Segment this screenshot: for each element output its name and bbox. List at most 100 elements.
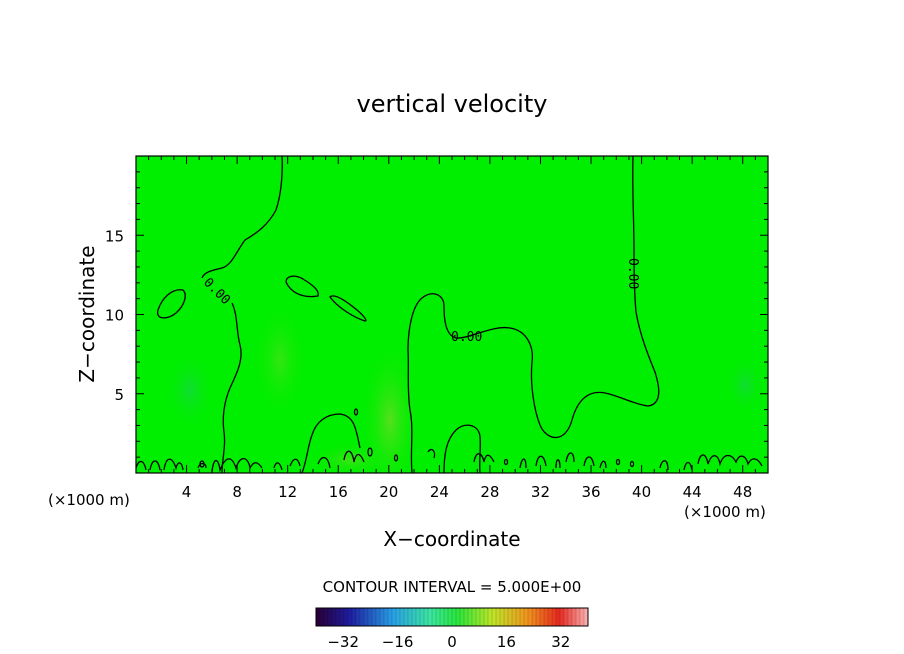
x-tick-label: 8 — [232, 483, 242, 501]
y-tick-label: 15 — [105, 227, 124, 245]
y-tick-label: 5 — [114, 386, 124, 404]
colorbar-cell — [544, 608, 549, 626]
chart-title: vertical velocity — [357, 90, 548, 118]
contour-surface-left-center — [197, 457, 263, 473]
contour-dot-5 — [503, 458, 509, 466]
contour-dot-7 — [629, 460, 635, 468]
x-tick-label: 28 — [480, 483, 499, 501]
colorbar-cell — [392, 608, 397, 626]
x-tick-label: 44 — [683, 483, 702, 501]
colorbar-cell — [340, 608, 345, 626]
colorbar-cell — [348, 608, 353, 626]
contour-label-2: 0.00 — [451, 330, 482, 345]
contour-thin-loop — [329, 295, 367, 322]
contour-surface-center — [273, 450, 365, 471]
contour-interval-text: CONTOUR INTERVAL = 5.000E+00 — [323, 578, 582, 596]
colorbar-cell — [372, 608, 377, 626]
colorbar-cell — [408, 608, 413, 626]
colorbar-cell — [540, 608, 545, 626]
colorbar-cell — [484, 608, 489, 626]
colorbar-cell — [352, 608, 357, 626]
colorbar-cell — [388, 608, 393, 626]
x-axis-label: X−coordinate — [383, 527, 520, 551]
contour-middle-bump — [301, 413, 361, 473]
colorbar-cell — [344, 608, 349, 626]
colorbar-cell — [492, 608, 497, 626]
x-tick-label: 4 — [182, 483, 192, 501]
colorbar-cell — [516, 608, 521, 626]
colorbar-tick-label: 0 — [447, 633, 457, 651]
contour-surface-left — [136, 458, 184, 471]
colorbar-cell — [412, 608, 417, 626]
colorbar-cell — [472, 608, 477, 626]
x-ticks: 4 8 12 16 20 24 28 32 36 40 44 48 — [148, 156, 756, 501]
colorbar-cell — [512, 608, 517, 626]
colorbar-cell — [376, 608, 381, 626]
x-tick-label: 20 — [379, 483, 398, 501]
x-tick-label: 24 — [430, 483, 449, 501]
contour-dot-3 — [393, 454, 399, 462]
colorbar-cell — [448, 608, 453, 626]
colorbar-cell — [404, 608, 409, 626]
contour-dot-6 — [615, 458, 621, 466]
contour-left-closed-loop — [156, 289, 186, 319]
contour-dot-4 — [353, 408, 359, 416]
colorbar-cell — [504, 608, 509, 626]
colorbar-cell — [420, 608, 425, 626]
colorbar-cell — [552, 608, 557, 626]
contour-right-inner-bump — [443, 424, 481, 473]
colorbar-cell — [488, 608, 493, 626]
colorbar-cell — [316, 608, 321, 626]
colorbar-cell — [328, 608, 333, 626]
x-unit-right: (×1000 m) — [684, 503, 766, 521]
colorbar-cell — [432, 608, 437, 626]
colorbar-cell — [464, 608, 469, 626]
colorbar-cell — [368, 608, 373, 626]
colorbar-cell — [396, 608, 401, 626]
colorbar-cell — [380, 608, 385, 626]
x-unit-left: (×1000 m) — [48, 491, 130, 509]
colorbar-tick-label: 16 — [497, 633, 516, 651]
colorbar-cell — [532, 608, 537, 626]
colorbar-cell — [528, 608, 533, 626]
colorbar-cell — [580, 608, 585, 626]
colorbar-cell — [384, 608, 389, 626]
colorbar-cell — [440, 608, 445, 626]
colorbar-cell — [364, 608, 369, 626]
colorbar-cell — [560, 608, 565, 626]
colorbar-tick-label: 32 — [551, 633, 570, 651]
contour-lines — [136, 156, 763, 473]
contour-left-descent — [221, 302, 242, 473]
colorbar — [315, 607, 589, 627]
colorbar-cell — [460, 608, 465, 626]
colorbar-cell — [356, 608, 361, 626]
colorbar-cell — [400, 608, 405, 626]
x-tick-label: 16 — [329, 483, 348, 501]
colorbar-cell — [584, 608, 589, 626]
colorbar-cell — [436, 608, 441, 626]
colorbar-cell — [524, 608, 529, 626]
colorbar-cell — [568, 608, 573, 626]
colorbar-cell — [456, 608, 461, 626]
contour-loop-12-14 — [285, 275, 319, 298]
contour-surface-right — [427, 448, 561, 469]
x-tick-label: 40 — [632, 483, 651, 501]
colorbar-cell — [360, 608, 365, 626]
field-shading — [165, 300, 765, 473]
contour-dot-1 — [199, 460, 205, 468]
colorbar-cell — [508, 608, 513, 626]
contour-surface-far-right — [565, 452, 763, 471]
colorbar-cell — [332, 608, 337, 626]
y-ticks: 5 10 15 — [105, 171, 768, 458]
colorbar-cell — [324, 608, 329, 626]
shade-patch-3 — [165, 350, 215, 430]
contour-central-wave — [407, 156, 660, 473]
colorbar-cell — [336, 608, 341, 626]
shade-patch-1 — [360, 340, 420, 473]
colorbar-cell — [500, 608, 505, 626]
colorbar-cell — [416, 608, 421, 626]
contour-label-3: 0.00 — [625, 258, 640, 289]
plot-area — [136, 156, 768, 473]
x-tick-label: 32 — [531, 483, 550, 501]
shade-patch-2 — [252, 300, 308, 420]
